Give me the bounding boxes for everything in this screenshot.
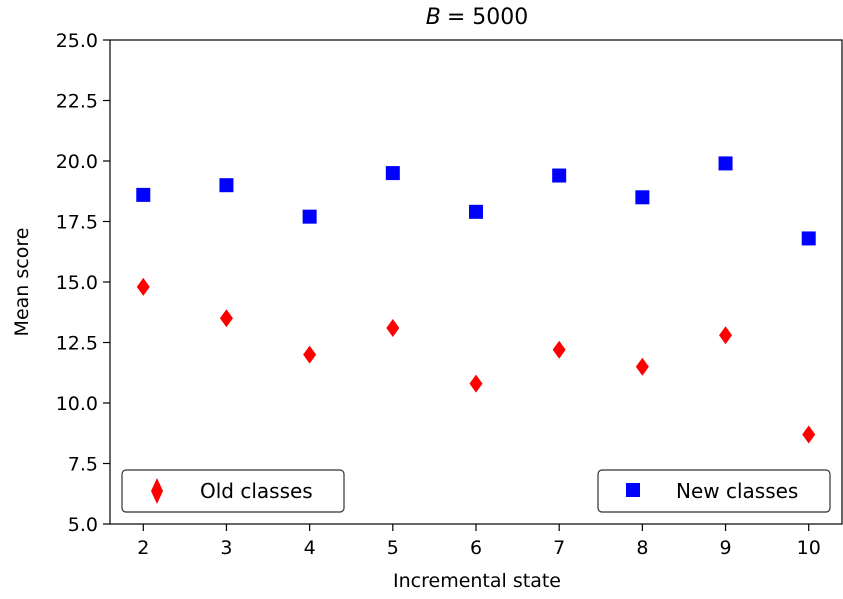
legend-old-classes-marker — [151, 478, 163, 504]
y-tick-label: 15.0 — [56, 272, 98, 294]
x-tick-label: 2 — [137, 537, 149, 559]
x-axis-label: Incremental state — [393, 570, 561, 592]
legend-new-classes-marker — [626, 483, 640, 497]
x-axis-ticks: 2 3 4 5 6 7 8 9 10 — [137, 524, 821, 559]
new-classes-point — [469, 204, 483, 219]
plot-area — [109, 39, 843, 525]
y-tick-label: 5.0 — [68, 514, 98, 536]
x-tick-label: 6 — [470, 537, 482, 559]
old-classes-point — [719, 326, 733, 345]
y-tick-label: 22.5 — [56, 91, 98, 113]
old-classes-point — [469, 374, 483, 393]
y-axis-label: Mean score — [11, 228, 33, 337]
y-tick-label: 17.5 — [56, 212, 98, 234]
old-classes-point — [219, 309, 233, 328]
x-tick-label: 7 — [553, 537, 565, 559]
x-tick-label: 4 — [304, 537, 316, 559]
new-classes-point — [136, 187, 151, 202]
x-tick-label: 9 — [719, 537, 731, 559]
x-tick-label: 10 — [797, 537, 821, 559]
x-tick-label: 8 — [636, 537, 648, 559]
legend-old-classes: Old classes — [121, 469, 345, 513]
legend-new-classes-box — [597, 469, 831, 513]
y-tick-label: 10.0 — [56, 393, 98, 415]
y-tick-label: 25.0 — [56, 30, 98, 52]
new-classes-point — [302, 209, 317, 224]
old-classes-point — [303, 345, 317, 364]
y-tick-label: 7.5 — [68, 454, 98, 476]
y-axis-ticks: 5.0 7.5 10.0 12.5 15.0 17.5 20.0 22.5 25.0 — [56, 30, 110, 536]
data-markers — [136, 156, 816, 444]
chart-title-value: = 5000 — [447, 5, 528, 30]
old-classes-point — [552, 340, 566, 359]
new-classes-point — [552, 168, 567, 183]
new-classes-point — [635, 190, 650, 205]
legend-old-classes-box — [121, 469, 345, 513]
new-classes-point — [801, 231, 816, 246]
legend-new-classes-label: New classes — [676, 479, 798, 503]
new-classes-point — [219, 178, 234, 193]
old-classes-point — [386, 318, 400, 337]
new-classes-point — [385, 166, 400, 181]
chart-title-variable: B — [426, 5, 441, 30]
legend-old-classes-label: Old classes — [200, 479, 313, 503]
x-tick-label: 3 — [220, 537, 232, 559]
old-classes-point — [802, 425, 816, 444]
new-classes-point — [718, 156, 733, 171]
old-classes-point — [635, 357, 649, 376]
legend-new-classes: New classes — [597, 469, 831, 513]
chart-title: B = 5000 — [426, 5, 529, 30]
y-tick-label: 20.0 — [56, 151, 98, 173]
old-classes-point — [136, 277, 150, 296]
x-tick-label: 5 — [387, 537, 399, 559]
y-tick-label: 12.5 — [56, 333, 98, 355]
